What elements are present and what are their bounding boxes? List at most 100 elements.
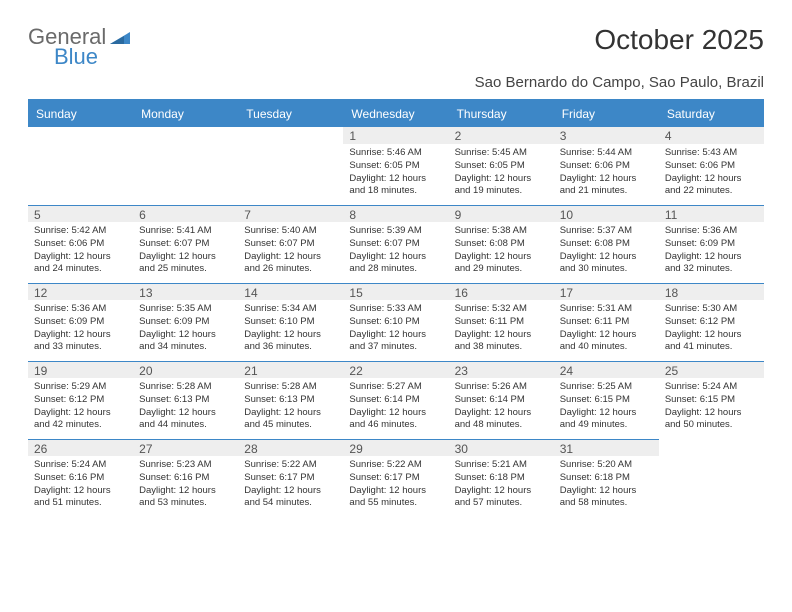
date-number: 16 — [449, 283, 554, 300]
daylight-line: Daylight: 12 hours and 49 minutes. — [560, 407, 653, 433]
sunset-line: Sunset: 6:18 PM — [560, 472, 653, 485]
date-number: 8 — [343, 205, 448, 222]
daylight-line: Daylight: 12 hours and 36 minutes. — [244, 329, 337, 355]
sunrise-line: Sunrise: 5:41 AM — [139, 225, 232, 238]
sunset-line: Sunset: 6:09 PM — [665, 238, 758, 251]
sunrise-line: Sunrise: 5:30 AM — [665, 303, 758, 316]
daylight-line: Daylight: 12 hours and 41 minutes. — [665, 329, 758, 355]
daylight-line: Daylight: 12 hours and 25 minutes. — [139, 251, 232, 277]
date-number: 24 — [554, 361, 659, 378]
sunrise-line: Sunrise: 5:33 AM — [349, 303, 442, 316]
calendar-cell: 28Sunrise: 5:22 AMSunset: 6:17 PMDayligh… — [238, 439, 343, 517]
daylight-line: Daylight: 12 hours and 33 minutes. — [34, 329, 127, 355]
day-header: Monday — [133, 101, 238, 127]
day-info: Sunrise: 5:24 AMSunset: 6:15 PMDaylight:… — [665, 381, 758, 432]
sunset-line: Sunset: 6:06 PM — [665, 160, 758, 173]
day-info: Sunrise: 5:22 AMSunset: 6:17 PMDaylight:… — [244, 459, 337, 510]
calendar: Sunday Monday Tuesday Wednesday Thursday… — [28, 99, 764, 517]
sunrise-line: Sunrise: 5:36 AM — [665, 225, 758, 238]
calendar-cell: 22Sunrise: 5:27 AMSunset: 6:14 PMDayligh… — [343, 361, 448, 439]
daylight-line: Daylight: 12 hours and 40 minutes. — [560, 329, 653, 355]
daylight-line: Daylight: 12 hours and 26 minutes. — [244, 251, 337, 277]
page: General October 2025 Blue Sao Bernardo d… — [0, 0, 792, 537]
sunset-line: Sunset: 6:12 PM — [665, 316, 758, 329]
date-number: 25 — [659, 361, 764, 378]
calendar-cell — [238, 127, 343, 205]
sunset-line: Sunset: 6:07 PM — [244, 238, 337, 251]
day-info: Sunrise: 5:41 AMSunset: 6:07 PMDaylight:… — [139, 225, 232, 276]
date-number: 27 — [133, 439, 238, 456]
sunrise-line: Sunrise: 5:28 AM — [244, 381, 337, 394]
calendar-cell: 24Sunrise: 5:25 AMSunset: 6:15 PMDayligh… — [554, 361, 659, 439]
day-info: Sunrise: 5:46 AMSunset: 6:05 PMDaylight:… — [349, 147, 442, 198]
sunrise-line: Sunrise: 5:36 AM — [34, 303, 127, 316]
date-number: 20 — [133, 361, 238, 378]
day-header: Sunday — [28, 101, 133, 127]
sunrise-line: Sunrise: 5:39 AM — [349, 225, 442, 238]
calendar-cell: 30Sunrise: 5:21 AMSunset: 6:18 PMDayligh… — [449, 439, 554, 517]
date-number: 5 — [28, 205, 133, 222]
day-header: Wednesday — [343, 101, 448, 127]
day-info: Sunrise: 5:40 AMSunset: 6:07 PMDaylight:… — [244, 225, 337, 276]
sunrise-line: Sunrise: 5:46 AM — [349, 147, 442, 160]
sunset-line: Sunset: 6:11 PM — [455, 316, 548, 329]
daylight-line: Daylight: 12 hours and 37 minutes. — [349, 329, 442, 355]
day-info: Sunrise: 5:43 AMSunset: 6:06 PMDaylight:… — [665, 147, 758, 198]
date-number — [238, 127, 343, 144]
sunset-line: Sunset: 6:07 PM — [349, 238, 442, 251]
logo-triangle-icon — [110, 24, 130, 50]
date-number: 15 — [343, 283, 448, 300]
daylight-line: Daylight: 12 hours and 18 minutes. — [349, 173, 442, 199]
sunset-line: Sunset: 6:11 PM — [560, 316, 653, 329]
day-info: Sunrise: 5:38 AMSunset: 6:08 PMDaylight:… — [455, 225, 548, 276]
calendar-cell: 18 Sunrise: 5:30 AMSunset: 6:12 PMDayligh… — [659, 283, 764, 361]
sunrise-line: Sunrise: 5:45 AM — [455, 147, 548, 160]
daylight-line: Daylight: 12 hours and 42 minutes. — [34, 407, 127, 433]
sunrise-line: Sunrise: 5:35 AM — [139, 303, 232, 316]
day-header: Tuesday — [238, 101, 343, 127]
calendar-cell: 5 Sunrise: 5:42 AMSunset: 6:06 PMDaylight… — [28, 205, 133, 283]
sunset-line: Sunset: 6:10 PM — [349, 316, 442, 329]
day-info: Sunrise: 5:36 AMSunset: 6:09 PMDaylight:… — [665, 225, 758, 276]
calendar-cell: 23Sunrise: 5:26 AMSunset: 6:14 PMDayligh… — [449, 361, 554, 439]
sunset-line: Sunset: 6:08 PM — [455, 238, 548, 251]
daylight-line: Daylight: 12 hours and 24 minutes. — [34, 251, 127, 277]
date-number — [659, 439, 764, 456]
daylight-line: Daylight: 12 hours and 57 minutes. — [455, 485, 548, 511]
day-info: Sunrise: 5:33 AMSunset: 6:10 PMDaylight:… — [349, 303, 442, 354]
date-number — [133, 127, 238, 144]
day-info: Sunrise: 5:42 AMSunset: 6:06 PMDaylight:… — [34, 225, 127, 276]
logo-text-2: Blue — [54, 44, 98, 70]
calendar-cell — [133, 127, 238, 205]
sunrise-line: Sunrise: 5:29 AM — [34, 381, 127, 394]
sunset-line: Sunset: 6:09 PM — [34, 316, 127, 329]
calendar-cell: 16Sunrise: 5:32 AMSunset: 6:11 PMDayligh… — [449, 283, 554, 361]
day-header: Saturday — [659, 101, 764, 127]
calendar-cell: 26Sunrise: 5:24 AMSunset: 6:16 PMDayligh… — [28, 439, 133, 517]
day-header-row: Sunday Monday Tuesday Wednesday Thursday… — [28, 101, 764, 127]
date-number: 7 — [238, 205, 343, 222]
date-number: 21 — [238, 361, 343, 378]
sunset-line: Sunset: 6:12 PM — [34, 394, 127, 407]
calendar-cell: 13Sunrise: 5:35 AMSunset: 6:09 PMDayligh… — [133, 283, 238, 361]
date-number: 22 — [343, 361, 448, 378]
daylight-line: Daylight: 12 hours and 34 minutes. — [139, 329, 232, 355]
calendar-cell: 1Sunrise: 5:46 AMSunset: 6:05 PMDaylight… — [343, 127, 448, 205]
sunrise-line: Sunrise: 5:24 AM — [665, 381, 758, 394]
date-number: 10 — [554, 205, 659, 222]
sunset-line: Sunset: 6:07 PM — [139, 238, 232, 251]
date-number: 29 — [343, 439, 448, 456]
calendar-cell: 20Sunrise: 5:28 AMSunset: 6:13 PMDayligh… — [133, 361, 238, 439]
sunrise-line: Sunrise: 5:34 AM — [244, 303, 337, 316]
sunrise-line: Sunrise: 5:28 AM — [139, 381, 232, 394]
sunrise-line: Sunrise: 5:21 AM — [455, 459, 548, 472]
day-info: Sunrise: 5:45 AMSunset: 6:05 PMDaylight:… — [455, 147, 548, 198]
calendar-cell: 19Sunrise: 5:29 AMSunset: 6:12 PMDayligh… — [28, 361, 133, 439]
sunrise-line: Sunrise: 5:42 AM — [34, 225, 127, 238]
day-header: Thursday — [449, 101, 554, 127]
calendar-cell: 14Sunrise: 5:34 AMSunset: 6:10 PMDayligh… — [238, 283, 343, 361]
day-info: Sunrise: 5:35 AMSunset: 6:09 PMDaylight:… — [139, 303, 232, 354]
daylight-line: Daylight: 12 hours and 28 minutes. — [349, 251, 442, 277]
sunrise-line: Sunrise: 5:32 AM — [455, 303, 548, 316]
date-number: 18 — [659, 283, 764, 300]
